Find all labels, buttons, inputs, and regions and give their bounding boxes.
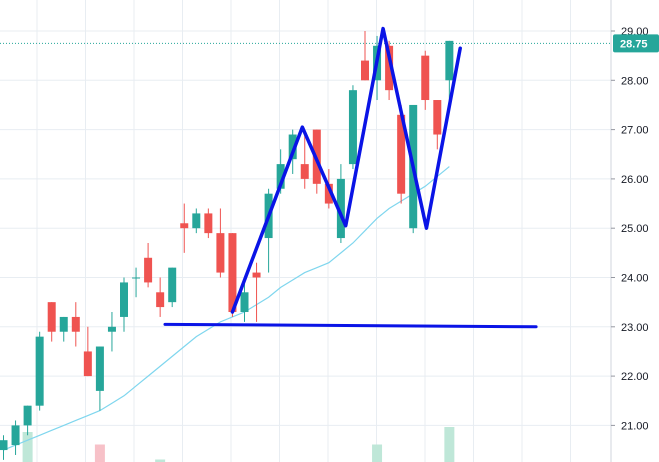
y-tick-label: 27.00 [621, 125, 649, 137]
y-tick-label: 26.00 [621, 174, 649, 186]
candle-down [180, 223, 189, 229]
candle-up [240, 292, 249, 313]
candle-up [120, 282, 128, 317]
candle-down [433, 100, 442, 135]
candle-up [348, 90, 357, 165]
candle-down [361, 60, 369, 81]
y-tick-label: 23.00 [621, 322, 649, 334]
candle-down [47, 302, 56, 332]
candle-up [132, 277, 141, 279]
candle-down [252, 272, 261, 278]
volume-bar [155, 459, 166, 462]
zigzag-trendline [230, 26, 462, 314]
moving-average [3, 166, 450, 451]
candle-down [71, 316, 80, 332]
volume-bar [22, 432, 33, 462]
candle-up [23, 405, 32, 426]
last-price-badge [613, 34, 659, 53]
grid [0, 0, 611, 462]
candles [0, 31, 611, 460]
candle-up [107, 326, 116, 332]
candle-up [276, 164, 285, 189]
last-price-label: 28.75 [620, 38, 648, 50]
candle-down [397, 114, 406, 194]
candle-down [421, 55, 430, 101]
y-tick-label: 22.00 [621, 371, 649, 383]
candle-up [445, 40, 454, 81]
candle-up [288, 134, 297, 160]
ma-line [3, 166, 450, 451]
candle-up [336, 178, 345, 239]
candle-up [192, 213, 201, 229]
y-tick-label: 28.00 [621, 75, 649, 87]
candle-up [95, 346, 104, 391]
candle-down [204, 213, 213, 234]
candle-up [35, 336, 44, 406]
candle-down [83, 351, 92, 377]
support-line [163, 322, 538, 329]
y-tick-label: 25.00 [621, 223, 649, 235]
trend-drawings[interactable] [163, 26, 538, 329]
volume-bar [94, 444, 105, 462]
candle-up [11, 425, 20, 446]
candle-down [156, 292, 165, 308]
volume-bar [444, 427, 455, 462]
candle-down [300, 164, 309, 179]
y-tick-label: 24.00 [621, 273, 649, 285]
candle-down [385, 45, 394, 91]
candle-down [324, 183, 333, 204]
candle-up [168, 267, 177, 303]
y-tick-label: 21.00 [621, 420, 649, 432]
volume-bars [22, 427, 455, 462]
candle-up [59, 316, 68, 332]
candle-down [216, 233, 225, 273]
price-axis[interactable]: 21.00 22.00 23.00 24.00 25.00 26.00 27.00 28.00… [610, 0, 659, 462]
volume-bar [372, 444, 383, 462]
candle-down [228, 233, 237, 313]
candle-down [144, 257, 153, 283]
candle-up [0, 440, 8, 451]
